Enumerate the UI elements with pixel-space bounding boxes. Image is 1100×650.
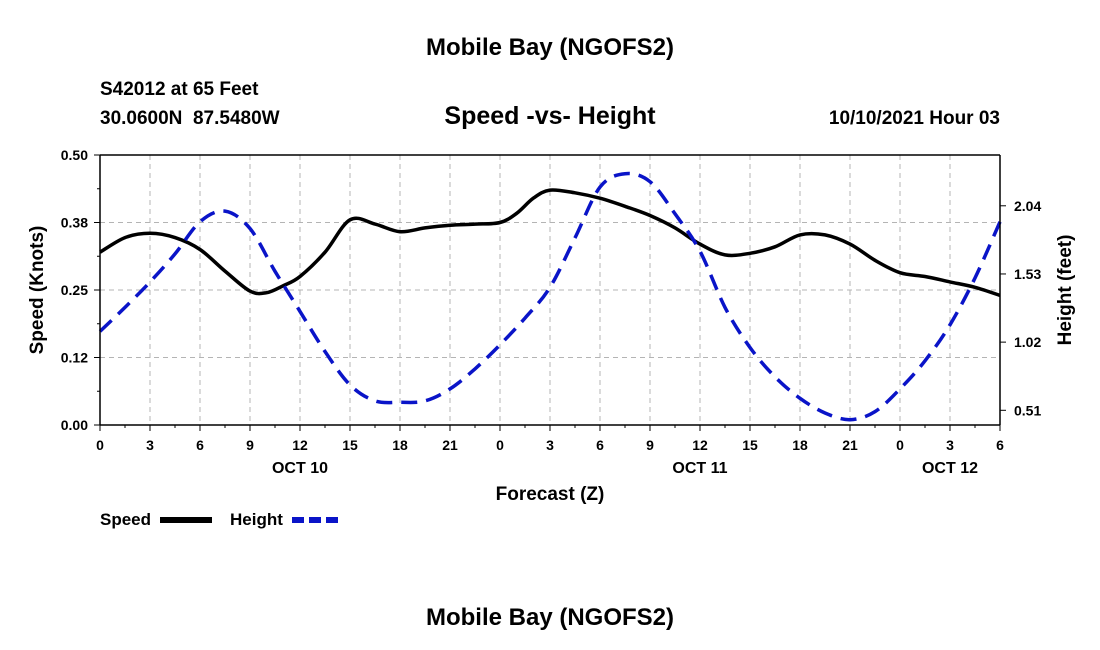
coordinates-label: 30.0600N 87.5480W — [100, 108, 280, 129]
x-tick-label: 0 — [496, 437, 504, 453]
x-tick-label: 18 — [392, 437, 408, 453]
y2-tick-label: 0.51 — [1014, 402, 1041, 418]
x-day-label: OCT 10 — [272, 460, 328, 477]
y-tick-label: 0.50 — [61, 147, 88, 163]
timestamp-label: 10/10/2021 Hour 03 — [829, 108, 1000, 129]
y2-tick-label: 1.53 — [1014, 266, 1041, 282]
x-tick-label: 6 — [196, 437, 204, 453]
y-tick-label: 0.00 — [61, 417, 88, 433]
x-tick-label: 9 — [646, 437, 654, 453]
series-group — [98, 171, 1002, 422]
x-tick-label: 12 — [292, 437, 308, 453]
legend-label-height: Height — [230, 510, 283, 529]
x-tick-label: 21 — [842, 437, 858, 453]
x-day-label: OCT 12 — [922, 460, 978, 477]
y-tick-label: 0.38 — [61, 215, 88, 231]
x-tick-label: 21 — [442, 437, 458, 453]
y-tick-label: 0.12 — [61, 350, 88, 366]
axes: 0 3 6 9 12 15 18 21 0 3 6 9 12 15 18 21 0 3 6 OCT 10 OCT 11 O… — [61, 147, 1042, 477]
x-tick-label: 12 — [692, 437, 708, 453]
series-line-speed — [99, 188, 1001, 298]
x-tick-label: 18 — [792, 437, 808, 453]
x-axis-label: Forecast (Z) — [496, 484, 605, 505]
page-title-top: Mobile Bay (NGOFS2) — [426, 34, 674, 61]
y-tick-label: 0.25 — [61, 282, 88, 298]
y2-tick-label: 2.04 — [1014, 198, 1041, 214]
y2-axis-label: Height (feet) — [1055, 235, 1076, 346]
x-tick-label: 0 — [96, 437, 104, 453]
x-tick-label: 3 — [146, 437, 154, 453]
y-axis-label: Speed (Knots) — [27, 226, 48, 355]
x-tick-label: 3 — [946, 437, 954, 453]
legend: Speed Height — [100, 510, 342, 529]
grid-lines — [100, 155, 1000, 425]
x-tick-label: 15 — [742, 437, 758, 453]
legend-label-speed: Speed — [100, 510, 151, 529]
station-label: S42012 at 65 Feet — [100, 79, 259, 100]
x-tick-label: 0 — [896, 437, 904, 453]
chart-title: Speed -vs- Height — [444, 102, 656, 130]
page-title-bottom: Mobile Bay (NGOFS2) — [426, 604, 674, 631]
x-day-label: OCT 11 — [672, 460, 727, 477]
y2-tick-label: 1.02 — [1014, 334, 1041, 350]
series-line-height — [98, 171, 1002, 422]
x-tick-label: 3 — [546, 437, 554, 453]
x-tick-label: 15 — [342, 437, 358, 453]
x-tick-label: 6 — [996, 437, 1004, 453]
x-tick-label: 6 — [596, 437, 604, 453]
x-tick-label: 9 — [246, 437, 254, 453]
